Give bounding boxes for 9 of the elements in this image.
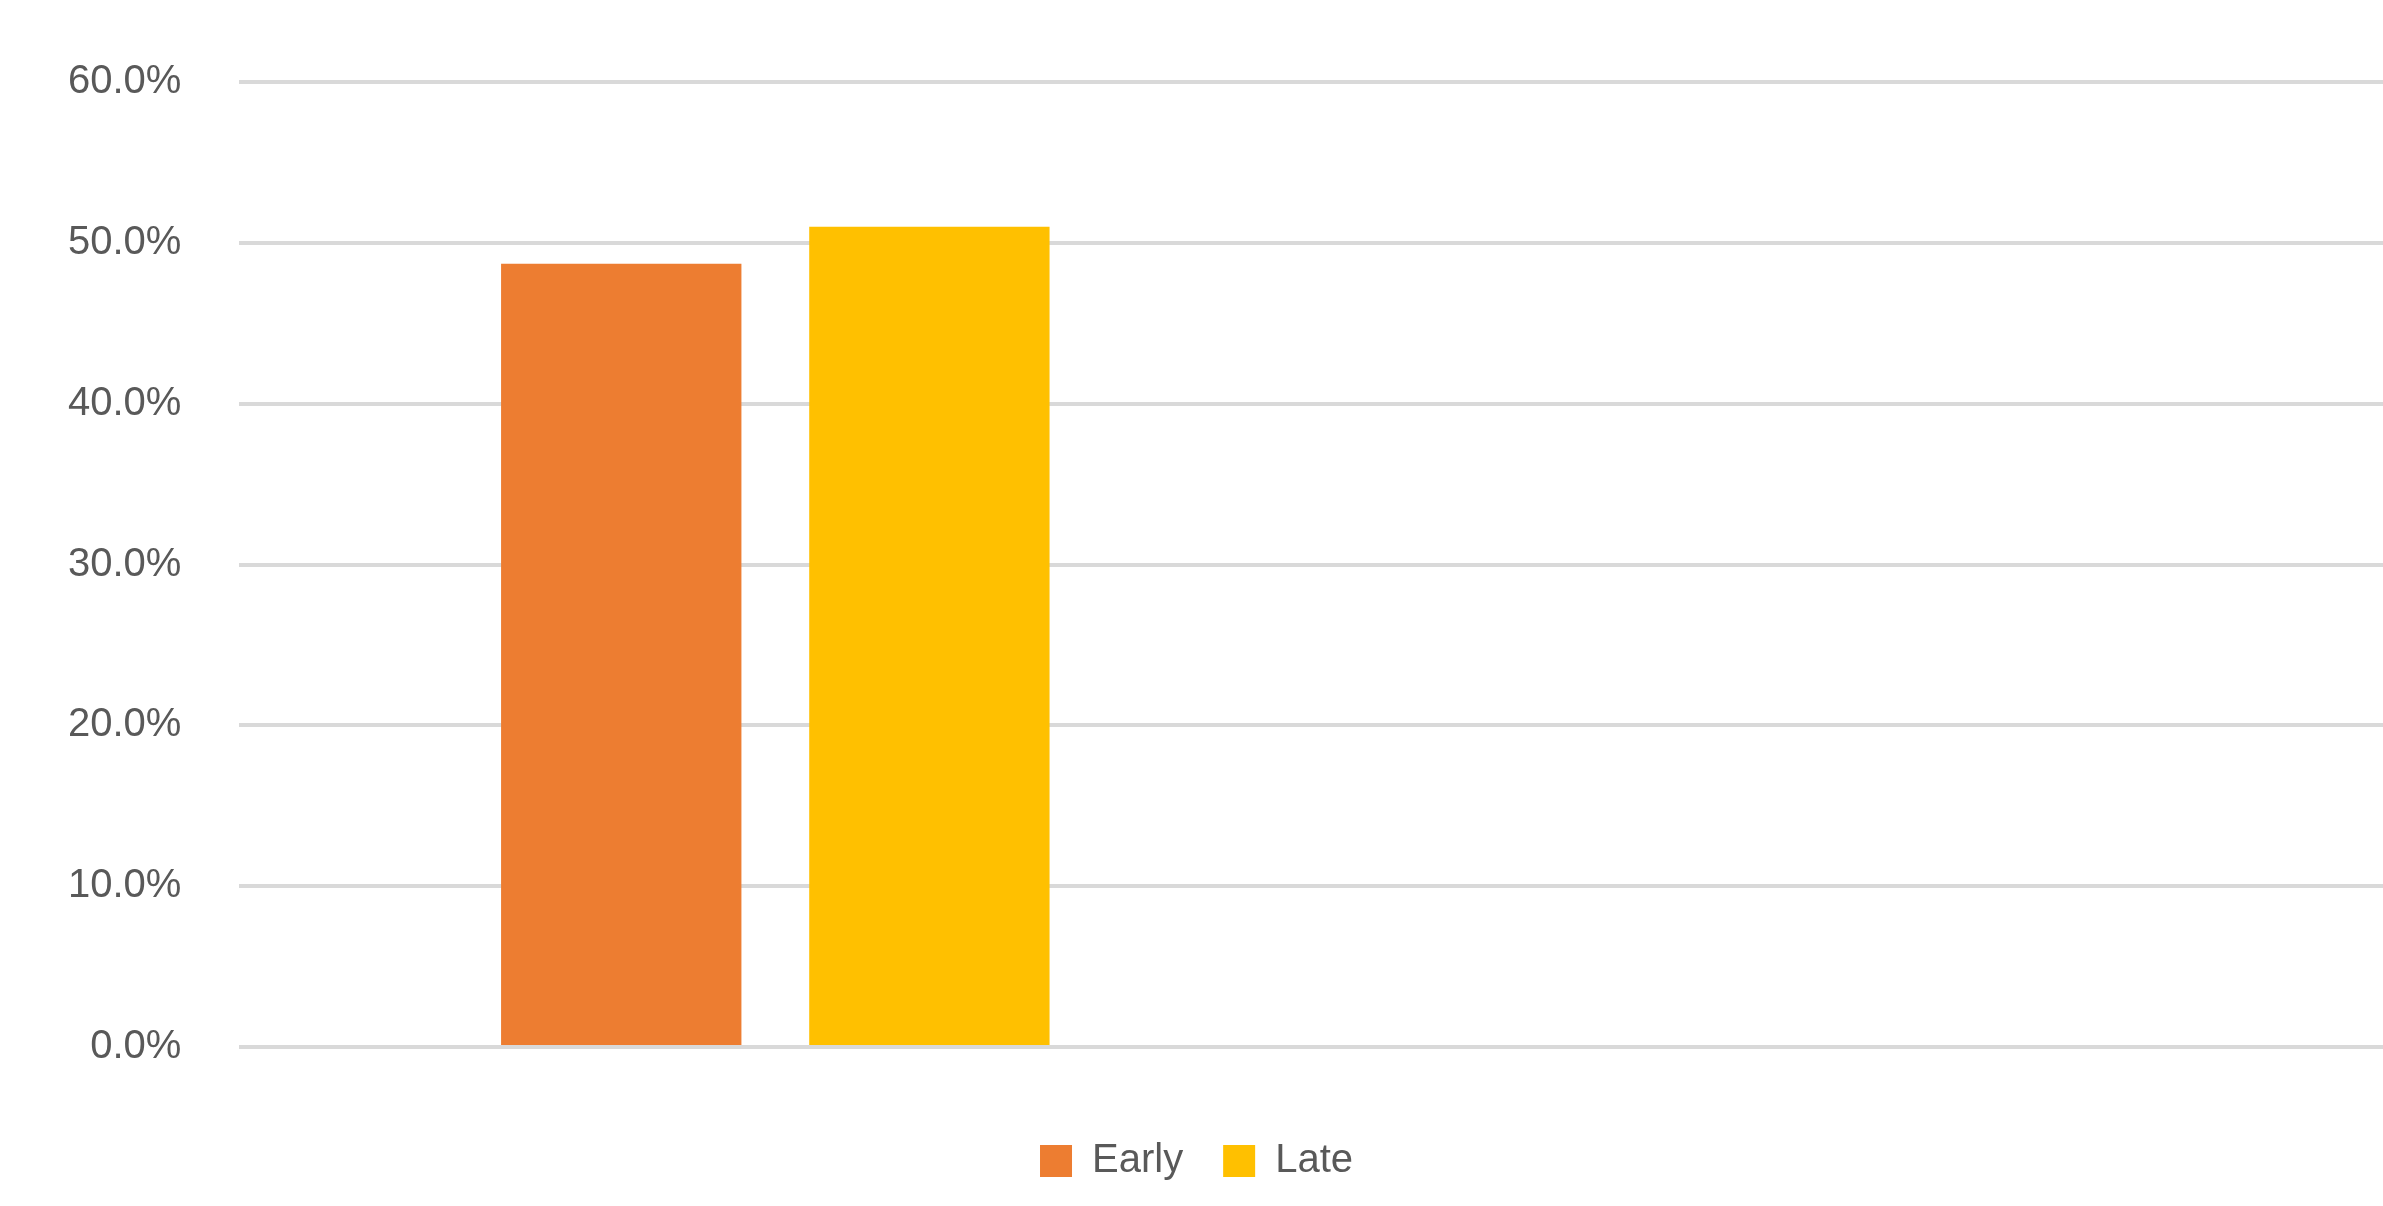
y-tick-label: 50.0% [68, 217, 182, 262]
y-tick-label: 10.0% [68, 861, 182, 906]
y-tick-label: 0.0% [90, 1022, 182, 1067]
y-tick-label: 20.0% [68, 700, 182, 745]
y-tick-label: 30.0% [68, 539, 182, 584]
y-tick-label: 60.0% [68, 57, 182, 102]
legend-label: Late [1275, 1136, 1353, 1181]
y-tick-label: 40.0% [68, 378, 182, 423]
legend-label: Early [1092, 1136, 1184, 1181]
